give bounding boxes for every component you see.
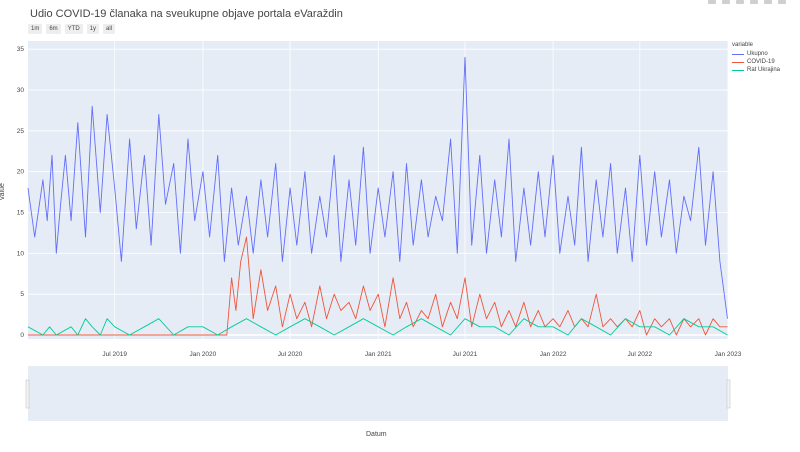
- series-line-ukupno[interactable]: [27, 56, 728, 319]
- home-icon[interactable]: [764, 0, 772, 4]
- y-tick-label: 30: [17, 87, 25, 94]
- legend-title: variable: [732, 42, 754, 48]
- pan-icon[interactable]: [736, 0, 744, 4]
- range-button-6m[interactable]: 6m: [46, 24, 61, 34]
- x-axis-label: Datum: [366, 431, 387, 438]
- y-tick-label: 10: [17, 250, 25, 257]
- x-tick-label: Jul 2022: [628, 351, 653, 358]
- legend-label-ukupno: Ukupno: [747, 51, 768, 57]
- series-line-covid-19[interactable]: [28, 236, 728, 336]
- range-slider-right-handle[interactable]: [726, 379, 731, 409]
- x-tick-label: Jan 2021: [365, 351, 392, 358]
- legend-item-rat-ukrajina[interactable]: Rat Ukrajina: [732, 67, 780, 73]
- range-slider[interactable]: [28, 366, 728, 421]
- series-line-rat-ukrajina[interactable]: [27, 318, 728, 336]
- y-tick-label: 25: [17, 128, 25, 135]
- x-tick-label: Jul 2019: [102, 351, 127, 358]
- legend: variable Ukupno COVID-19 Rat Ukrajina: [732, 42, 780, 75]
- chart-title: Udio COVID-19 članaka na sveukupne objav…: [30, 8, 343, 20]
- legend-label-covid: COVID-19: [747, 59, 775, 65]
- plotly-logo-icon[interactable]: [778, 0, 786, 4]
- x-tick-label: Jan 2022: [540, 351, 567, 358]
- range-button-all[interactable]: all: [103, 24, 116, 34]
- range-button-ytd[interactable]: YTD: [64, 24, 83, 34]
- x-tick-label: Jul 2020: [278, 351, 303, 358]
- range-slider-left-handle[interactable]: [25, 379, 30, 409]
- plot-modebar[interactable]: [708, 0, 786, 4]
- x-tick-label: Jan 2020: [190, 351, 217, 358]
- y-tick-label: 15: [17, 210, 25, 217]
- y-axis-label: value: [0, 183, 6, 200]
- camera-icon[interactable]: [708, 0, 716, 4]
- zoom-icon[interactable]: [722, 0, 730, 4]
- range-selector: 1m 6m YTD 1y all: [28, 24, 116, 34]
- legend-swatch-covid: [732, 61, 744, 63]
- y-tick-label: 0: [20, 332, 24, 339]
- autoscale-icon[interactable]: [750, 0, 758, 4]
- y-tick-label: 35: [17, 46, 25, 53]
- range-button-1m[interactable]: 1m: [28, 24, 43, 34]
- x-tick-label: Jul 2021: [453, 351, 478, 358]
- legend-item-covid[interactable]: COVID-19: [732, 59, 780, 65]
- x-tick-label: Jan 2023: [715, 351, 742, 358]
- legend-item-ukupno[interactable]: Ukupno: [732, 51, 780, 57]
- y-tick-label: 20: [17, 169, 25, 176]
- y-tick-label: 5: [20, 291, 24, 298]
- range-button-1y[interactable]: 1y: [86, 24, 100, 34]
- legend-label-rat-ukrajina: Rat Ukrajina: [747, 67, 781, 73]
- legend-swatch-rat-ukrajina: [732, 69, 744, 71]
- legend-swatch-ukupno: [732, 53, 744, 55]
